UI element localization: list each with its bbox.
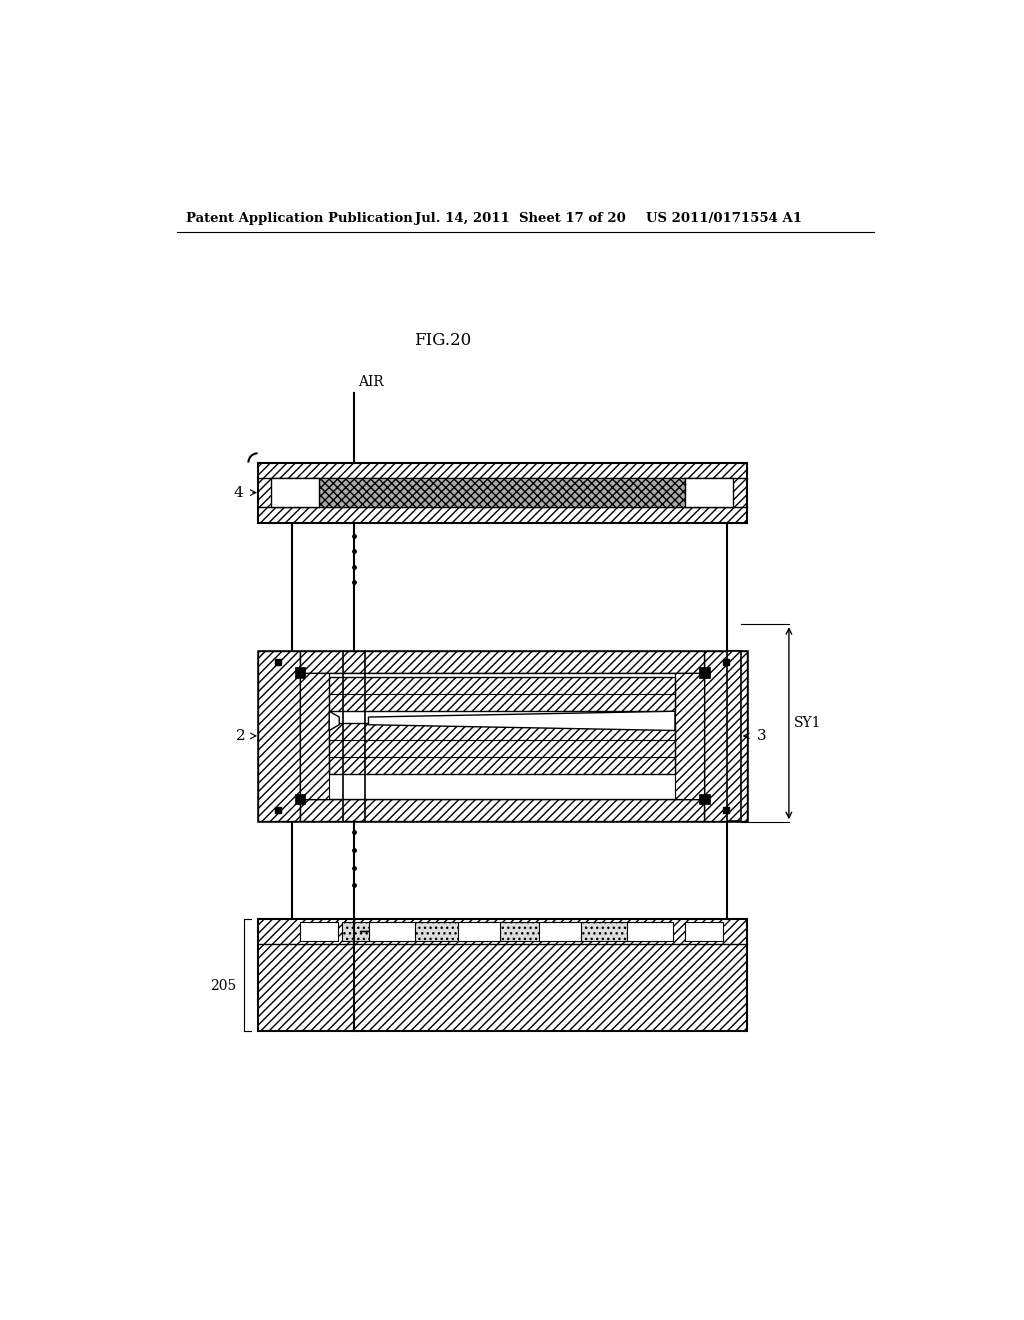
Bar [330,677,675,711]
Bar [685,478,733,507]
Bar [319,478,685,507]
Text: US 2011/0171554 A1: US 2011/0171554 A1 [646,213,803,226]
Bar [675,673,705,799]
Bar [705,651,746,821]
Bar [342,923,666,941]
Text: AIR: AIR [358,375,384,388]
Text: 205: 205 [210,979,237,993]
Bar [300,673,705,799]
Bar [300,673,330,799]
Bar [300,799,705,821]
Bar [295,793,305,804]
Polygon shape [330,711,339,730]
Polygon shape [369,711,675,730]
Text: FIG.20: FIG.20 [414,331,471,348]
Bar [300,651,705,673]
Text: 2: 2 [236,729,246,743]
Bar [727,651,741,821]
Text: SY1: SY1 [794,715,821,730]
Bar [458,923,500,941]
Text: Jul. 14, 2011  Sheet 17 of 20: Jul. 14, 2011 Sheet 17 of 20 [416,213,627,226]
Bar [271,478,319,507]
Bar [539,923,581,941]
Bar [685,923,724,941]
Bar [258,919,746,1031]
Bar [698,668,710,678]
Bar [258,651,300,821]
Bar [698,793,710,804]
Text: 4: 4 [234,486,244,499]
Text: Patent Application Publication: Patent Application Publication [186,213,413,226]
Bar [628,923,674,941]
Bar [370,923,416,941]
Text: 3: 3 [757,729,766,743]
Bar [258,462,746,523]
Bar [330,723,675,774]
Bar [295,668,305,678]
Bar [258,651,746,821]
Bar [300,923,339,941]
